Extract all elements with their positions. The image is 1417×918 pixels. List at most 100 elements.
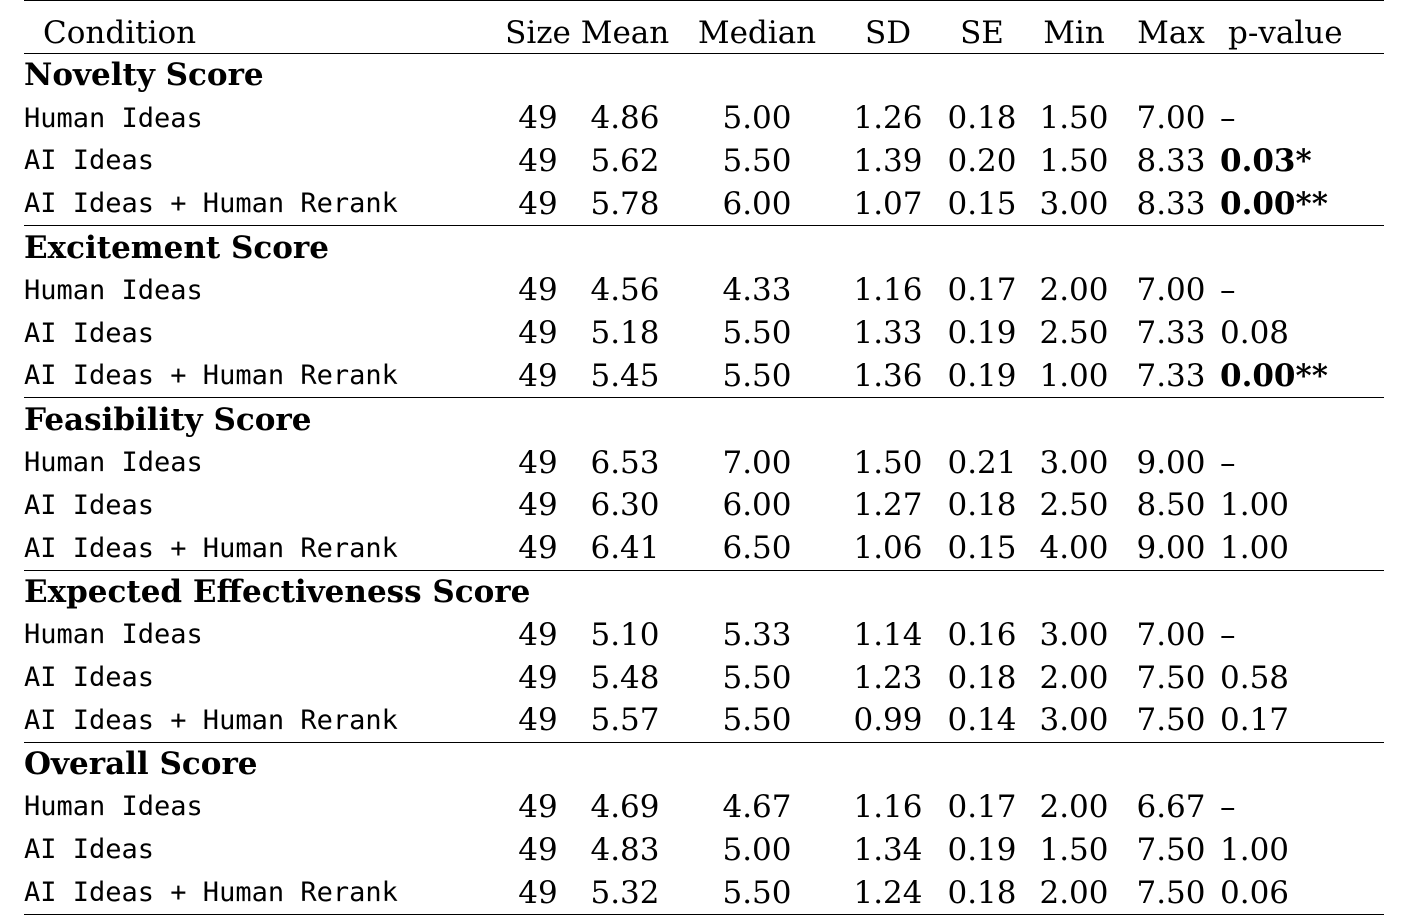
section-group: Excitement Score Human Ideas 49 4.56 4.33 1.1… [24,226,1384,398]
sd-cell: 1.07 [853,185,923,222]
condition-cell: AI Ideas [24,145,155,177]
max-cell: 7.33 [1136,357,1206,394]
se-cell: 0.16 [947,616,1017,653]
max-cell: 7.00 [1136,100,1206,137]
column-header-median: Median [697,15,817,51]
median-cell: 5.50 [722,357,792,394]
p-value-cell: 0.03* [1220,142,1312,179]
median-cell: 5.50 [722,659,792,696]
section-group: Expected Effectiveness Score Human Ideas 4… [24,570,1384,743]
header-row: Condition Size Mean Median SD SE Min Max… [24,0,1384,54]
table-row: AI Ideas + Human Rerank 49 6.41 6.50 1.06 0.1… [24,527,1384,570]
table-row: AI Ideas + Human Rerank 49 5.45 5.50 1.36 0.1… [24,355,1384,398]
condition-cell: AI Ideas [24,834,155,866]
min-cell: 1.50 [1039,142,1109,179]
table-row: AI Ideas 49 5.18 5.50 1.33 0.19 2.50 7.33 0.08 [24,312,1384,355]
mean-cell: 4.86 [590,100,660,137]
max-cell: 9.00 [1136,444,1206,481]
mean-cell: 6.41 [590,530,660,567]
column-header-mean: Mean [580,15,670,51]
table-row: Human Ideas 49 5.10 5.33 1.14 0.16 3.00 7.00– [24,613,1384,656]
table-row: Human Ideas 49 4.56 4.33 1.16 0.17 2.00 7.00– [24,269,1384,312]
mean-cell: 6.30 [590,487,660,524]
size-cell: 49 [518,272,558,309]
max-cell: 7.50 [1136,702,1206,739]
condition-cell: AI Ideas [24,489,155,521]
median-cell: 5.00 [722,831,792,868]
section-title: Expected Effectiveness Score [24,573,531,610]
sd-cell: 1.34 [853,831,923,868]
column-header-sd: SD [864,15,912,51]
median-cell: 5.00 [722,100,792,137]
section-header-row: Novelty Score [24,54,1384,97]
median-cell: 4.33 [722,272,792,309]
condition-cell: AI Ideas [24,317,155,349]
condition-cell: Human Ideas [24,274,203,306]
max-cell: 7.50 [1136,659,1206,696]
table-row: Human Ideas 49 6.53 7.00 1.50 0.21 3.00 9.00– [24,441,1384,484]
p-value-cell: 0.58 [1220,659,1290,696]
p-value-cell: 0.00** [1220,357,1328,394]
table-row: Human Ideas 49 4.86 5.00 1.26 0.18 1.50 7.00– [24,97,1384,140]
mean-cell: 5.10 [590,616,660,653]
section-header-row: Feasibility Score [24,398,1384,441]
mean-cell: 4.56 [590,272,660,309]
median-cell: 5.33 [722,616,792,653]
size-cell: 49 [518,142,558,179]
se-cell: 0.19 [947,831,1017,868]
mean-cell: 6.53 [590,444,660,481]
max-cell: 7.00 [1136,272,1206,309]
condition-cell: AI Ideas + Human Rerank [24,877,398,909]
size-cell: 49 [518,874,558,911]
sd-cell: 1.16 [853,788,923,825]
section-title: Overall Score [24,746,258,783]
sd-cell: 1.14 [853,616,923,653]
median-cell: 5.50 [722,702,792,739]
table-row: AI Ideas 49 4.83 5.00 1.34 0.19 1.50 7.50 1.00 [24,828,1384,871]
se-cell: 0.19 [947,315,1017,352]
median-cell: 4.67 [722,788,792,825]
table-row: AI Ideas + Human Rerank 49 5.57 5.50 0.99 0.1… [24,699,1384,742]
se-cell: 0.18 [947,874,1017,911]
p-value-cell: 0.17 [1220,702,1290,739]
min-cell: 1.50 [1039,100,1109,137]
min-cell: 1.00 [1039,357,1109,394]
median-cell: 7.00 [722,444,792,481]
min-cell: 2.50 [1039,487,1109,524]
min-cell: 3.00 [1039,702,1109,739]
se-cell: 0.17 [947,788,1017,825]
table-header: Condition Size Mean Median SD SE Min Max… [24,0,1384,54]
max-cell: 7.50 [1136,874,1206,911]
sd-cell: 1.27 [853,487,923,524]
mean-cell: 4.83 [590,831,660,868]
se-cell: 0.20 [947,142,1017,179]
mean-cell: 5.18 [590,315,660,352]
section-group: Overall Score Human Ideas 49 4.69 4.67 1.16 0.… [24,742,1384,915]
p-value-cell: – [1220,272,1236,309]
condition-cell: AI Ideas + Human Rerank [24,188,398,220]
mean-cell: 5.78 [590,185,660,222]
sd-cell: 1.33 [853,315,923,352]
size-cell: 49 [518,315,558,352]
size-cell: 49 [518,530,558,567]
min-cell: 3.00 [1039,185,1109,222]
se-cell: 0.17 [947,272,1017,309]
column-header-min: Min [1043,15,1105,51]
se-cell: 0.18 [947,659,1017,696]
sd-cell: 1.39 [853,142,923,179]
p-value-cell: – [1220,616,1236,653]
section-header-row: Overall Score [24,742,1384,785]
min-cell: 1.50 [1039,831,1109,868]
median-cell: 5.50 [722,874,792,911]
p-value-cell: 0.08 [1220,315,1290,352]
sd-cell: 0.99 [853,702,923,739]
min-cell: 3.00 [1039,444,1109,481]
se-cell: 0.19 [947,357,1017,394]
condition-cell: Human Ideas [24,619,203,651]
section-header-row: Excitement Score [24,226,1384,269]
min-cell: 2.50 [1039,315,1109,352]
column-header-p-value: p-value [1228,15,1343,51]
section-group: Feasibility Score Human Ideas 49 6.53 7.00 1.… [24,398,1384,571]
size-cell: 49 [518,831,558,868]
min-cell: 2.00 [1039,874,1109,911]
